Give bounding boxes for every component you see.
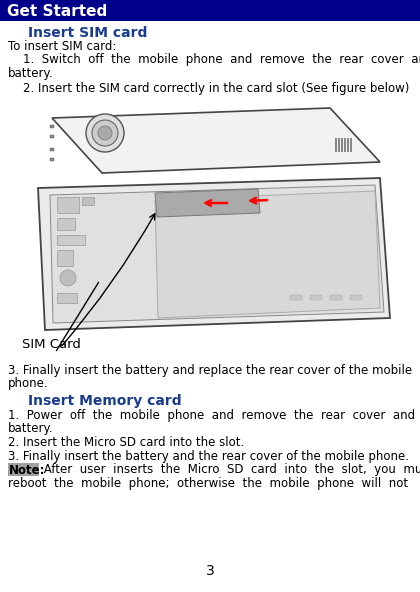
Bar bbox=[8, 462, 39, 475]
Text: 2. Insert the SIM card correctly in the card slot (See figure below): 2. Insert the SIM card correctly in the … bbox=[8, 82, 410, 95]
Text: Insert Memory card: Insert Memory card bbox=[28, 394, 181, 408]
Text: 3: 3 bbox=[206, 564, 214, 578]
Bar bbox=[50, 148, 54, 151]
Bar bbox=[341, 138, 342, 152]
Text: 1.  Switch  off  the  mobile  phone  and  remove  the  rear  cover  and: 1. Switch off the mobile phone and remov… bbox=[8, 53, 420, 66]
Text: SIM Card: SIM Card bbox=[22, 338, 81, 351]
Circle shape bbox=[92, 120, 118, 146]
Text: 3. Finally insert the battery and replace the rear cover of the mobile: 3. Finally insert the battery and replac… bbox=[8, 364, 412, 377]
Bar bbox=[57, 235, 85, 245]
Bar bbox=[0, 0, 420, 21]
Bar bbox=[347, 138, 349, 152]
Polygon shape bbox=[38, 178, 390, 330]
Bar bbox=[310, 295, 322, 300]
Text: 3. Finally insert the battery and the rear cover of the mobile phone.: 3. Finally insert the battery and the re… bbox=[8, 450, 409, 463]
Text: Insert SIM card: Insert SIM card bbox=[28, 26, 147, 40]
Text: 1.  Power  off  the  mobile  phone  and  remove  the  rear  cover  and: 1. Power off the mobile phone and remove… bbox=[8, 408, 415, 422]
Polygon shape bbox=[155, 191, 380, 318]
Bar bbox=[50, 158, 54, 161]
Text: Note:: Note: bbox=[9, 464, 45, 477]
Text: Get Started: Get Started bbox=[7, 4, 107, 18]
Text: phone.: phone. bbox=[8, 378, 49, 391]
Bar bbox=[335, 138, 336, 152]
Bar bbox=[338, 138, 339, 152]
Bar bbox=[350, 138, 352, 152]
Text: To insert SIM card:: To insert SIM card: bbox=[8, 40, 116, 53]
Polygon shape bbox=[50, 185, 384, 323]
Circle shape bbox=[86, 114, 124, 152]
Bar bbox=[57, 218, 75, 230]
Text: reboot  the  mobile  phone;  otherwise  the  mobile  phone  will  not: reboot the mobile phone; otherwise the m… bbox=[8, 477, 408, 490]
Bar bbox=[350, 295, 362, 300]
Text: 2. Insert the Micro SD card into the slot.: 2. Insert the Micro SD card into the slo… bbox=[8, 436, 244, 449]
Circle shape bbox=[60, 270, 76, 286]
Bar bbox=[82, 197, 94, 205]
Bar bbox=[57, 250, 73, 266]
Polygon shape bbox=[52, 108, 380, 173]
Bar bbox=[50, 125, 54, 128]
Bar bbox=[57, 197, 79, 213]
Bar bbox=[344, 138, 346, 152]
Circle shape bbox=[98, 126, 112, 140]
Text: battery.: battery. bbox=[8, 422, 54, 435]
Bar bbox=[290, 295, 302, 300]
Text: battery.: battery. bbox=[8, 66, 54, 79]
Text: After  user  inserts  the  Micro  SD  card  into  the  slot,  you  must: After user inserts the Micro SD card int… bbox=[40, 464, 420, 477]
Polygon shape bbox=[155, 189, 260, 217]
Bar bbox=[50, 135, 54, 138]
Bar bbox=[57, 293, 77, 303]
Bar bbox=[330, 295, 342, 300]
